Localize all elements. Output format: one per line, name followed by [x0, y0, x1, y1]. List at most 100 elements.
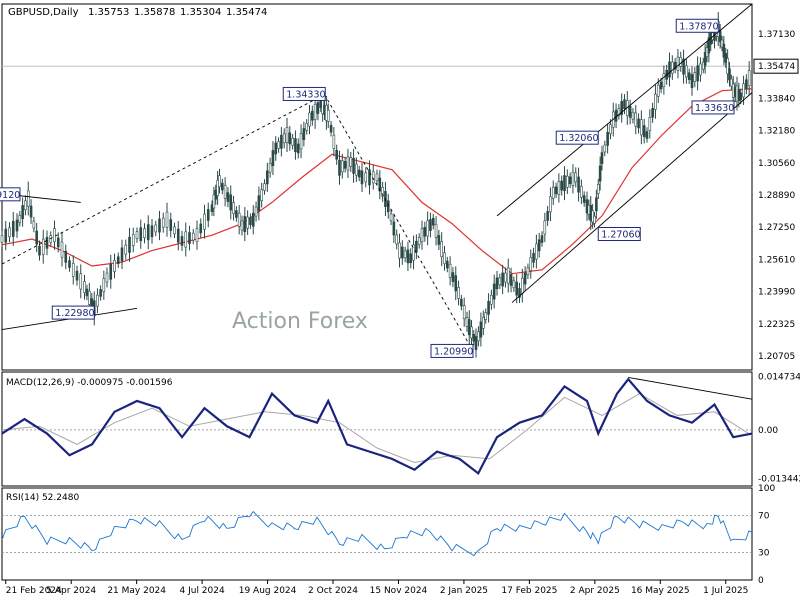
candle-body — [291, 137, 294, 146]
candle-body — [212, 194, 216, 209]
candle-body — [443, 252, 446, 265]
candle-body — [296, 143, 300, 154]
price-y-tick-label: 1.28890 — [758, 191, 795, 201]
candle-body — [199, 223, 203, 234]
candle-body — [371, 171, 375, 184]
candle-body — [195, 228, 199, 243]
candle-body — [235, 210, 238, 218]
candle-body — [232, 202, 235, 215]
rsi-y-tick-label: 0 — [758, 576, 764, 586]
candle-body — [329, 124, 333, 133]
candle-body — [470, 326, 473, 339]
candle-body — [551, 186, 555, 199]
candle-body — [18, 215, 22, 223]
candle-body — [406, 249, 410, 264]
candle-body — [375, 173, 379, 182]
candle-body — [540, 235, 544, 243]
candle-body — [460, 298, 463, 307]
candle-body — [437, 235, 441, 245]
trendline — [324, 94, 474, 352]
candle-body — [368, 169, 371, 186]
x-tick-label: 21 May 2024 — [107, 586, 166, 596]
candle-body — [415, 240, 418, 253]
candle-body — [722, 43, 726, 58]
candle-body — [11, 220, 15, 237]
candle-body — [577, 176, 580, 193]
candle-body — [29, 205, 33, 218]
candle-body — [401, 246, 404, 259]
x-tick-label: 19 Aug 2024 — [239, 586, 297, 596]
candle-body — [60, 241, 64, 258]
pivot-label: 1.37870 — [679, 21, 718, 32]
candle-body — [423, 226, 427, 237]
price-y-tick-label: 1.23990 — [758, 288, 795, 298]
candle-body — [135, 231, 139, 239]
candle-body — [338, 159, 341, 176]
price-y-tick-label: 1.32180 — [758, 127, 795, 137]
candle-body — [679, 56, 683, 67]
candle-body — [268, 162, 272, 173]
trendline — [1, 94, 325, 265]
candle-body — [364, 172, 368, 183]
candle-body — [526, 267, 530, 276]
candle-body — [158, 218, 161, 233]
candle-body — [229, 194, 233, 211]
candle-body — [266, 170, 269, 185]
candle-body — [285, 127, 289, 143]
candle-body — [518, 288, 521, 298]
candle-body — [83, 281, 86, 294]
candle-body — [448, 263, 452, 278]
candle-body — [509, 274, 513, 286]
pivot-label: 1.20990 — [434, 346, 473, 357]
candle-body — [580, 185, 583, 198]
candle-body — [434, 223, 438, 238]
candle-body — [251, 212, 255, 227]
candle-body — [99, 289, 102, 297]
candle-body — [257, 195, 261, 212]
candle-body — [648, 117, 652, 131]
moving-average-line — [1, 88, 753, 275]
candle-body — [277, 141, 280, 149]
candle-body — [535, 243, 538, 260]
pivot-label-box — [691, 100, 735, 115]
pivot-label-box — [430, 343, 474, 358]
candle-body — [690, 74, 694, 88]
candle-body — [308, 112, 311, 127]
candle-body — [492, 283, 496, 300]
candle-body — [651, 108, 654, 118]
candle-body — [343, 161, 347, 169]
candle-body — [113, 260, 116, 272]
candle-body — [568, 176, 572, 185]
candle-body — [386, 200, 390, 213]
candle-body — [417, 237, 421, 245]
pivot-label: 1.29120 — [0, 190, 20, 201]
candle-body — [180, 236, 184, 246]
candle-body — [617, 108, 621, 116]
candle-body — [332, 134, 336, 149]
trendline — [496, 3, 753, 217]
candle-body — [282, 133, 286, 144]
candle-body — [420, 228, 424, 243]
candle-body — [146, 224, 150, 241]
candle-body — [532, 252, 535, 263]
candle-body — [623, 99, 626, 109]
candle-body — [240, 220, 244, 231]
candle-body — [35, 230, 38, 245]
candle-body — [38, 245, 41, 256]
candle-body — [311, 110, 314, 121]
candle-body — [335, 149, 338, 160]
candle-body — [557, 181, 561, 195]
candle-body — [668, 61, 671, 78]
price-y-tick-label: 1.35474 — [758, 62, 795, 72]
candle-body — [313, 103, 317, 120]
candle-body — [620, 101, 623, 115]
macd-y-tick-label: 0.014734 — [758, 372, 800, 382]
candle-body — [546, 211, 549, 221]
candle-body — [501, 272, 504, 287]
x-tick-label: 4 Jul 2024 — [180, 586, 225, 596]
candle-body — [116, 256, 120, 264]
candle-body — [454, 275, 458, 292]
candle-body — [529, 257, 533, 271]
candle-body — [693, 72, 697, 83]
